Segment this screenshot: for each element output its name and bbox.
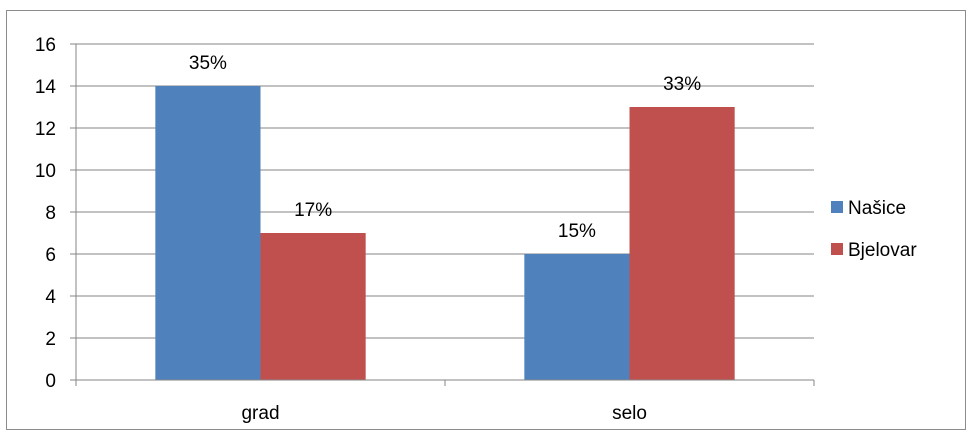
- data-label: 17%: [294, 200, 332, 221]
- axes: 0 2 4 6 8 10 12 14 16 grad selo: [35, 35, 815, 424]
- y-tick-label: 14: [35, 77, 57, 98]
- bar: [155, 86, 261, 380]
- legend-swatch: [831, 243, 843, 255]
- legend-swatch: [831, 201, 843, 213]
- data-labels: 35% 17% 15% 33%: [189, 53, 701, 242]
- y-tick-label: 8: [45, 203, 56, 224]
- bars: [155, 86, 735, 380]
- y-tick-label: 4: [45, 287, 56, 308]
- x-tick-label: grad: [241, 403, 279, 424]
- y-tick-label: 0: [45, 371, 56, 392]
- bar: [260, 233, 366, 380]
- y-tick-label: 2: [45, 329, 56, 350]
- legend-label: Našice: [848, 198, 906, 219]
- legend-label: Bjelovar: [848, 240, 917, 261]
- bar: [629, 107, 735, 380]
- y-tick-label: 16: [35, 35, 56, 56]
- y-tick-label: 6: [45, 245, 56, 266]
- data-label: 35%: [189, 53, 227, 74]
- x-tick-label: selo: [612, 403, 647, 424]
- y-tick-label: 12: [35, 119, 56, 140]
- legend: Našice Bjelovar: [831, 198, 917, 261]
- bar: [524, 254, 630, 380]
- y-tick-label: 10: [35, 161, 56, 182]
- data-label: 33%: [663, 74, 701, 95]
- data-label: 15%: [558, 221, 596, 242]
